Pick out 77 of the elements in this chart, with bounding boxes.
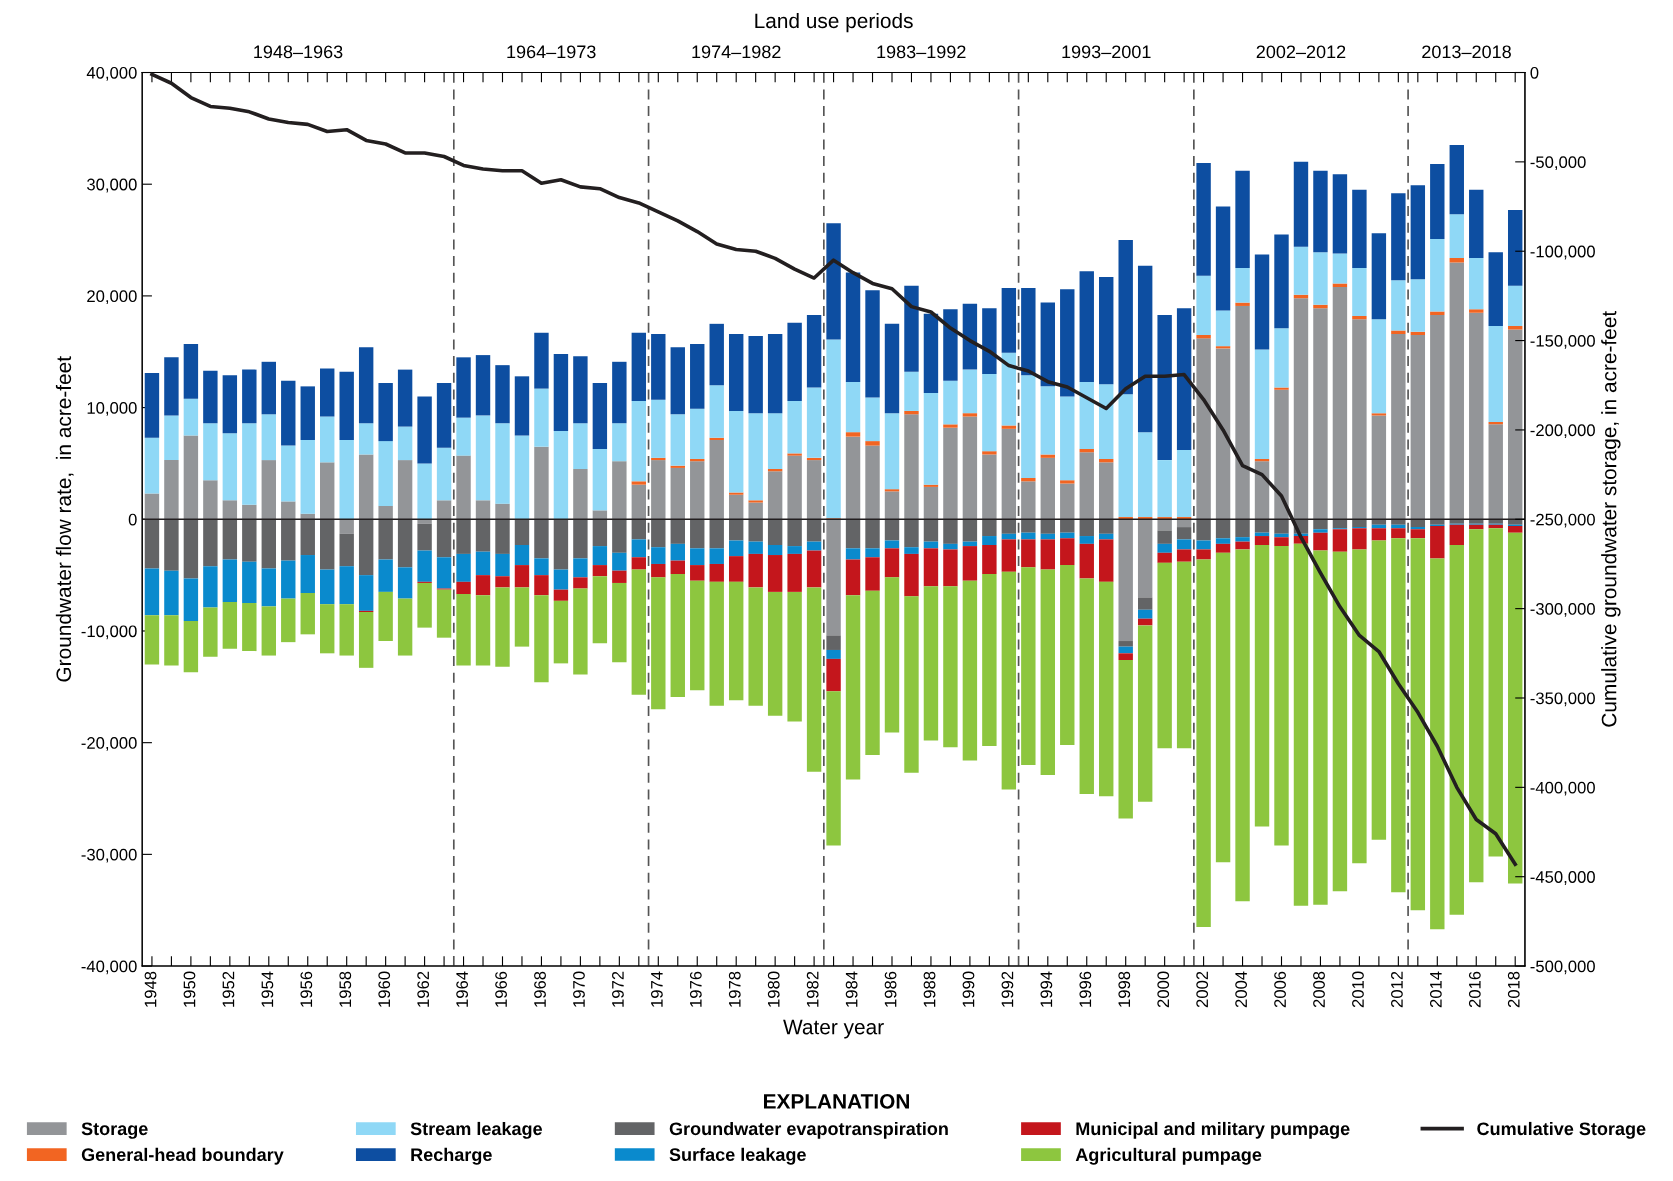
text: 1948–1963 <box>254 45 343 59</box>
y-tick-label: 30,000 <box>87 178 137 193</box>
y2-tick-label: -250,000 <box>1530 513 1595 528</box>
x-tick-label: 1948 <box>144 971 157 1007</box>
text: 2002–2012 <box>1256 45 1346 59</box>
x-tick-label: 1992 <box>1001 971 1014 1007</box>
x-tick-label: 2000 <box>1157 971 1170 1008</box>
x-tick-label: 1950 <box>183 971 196 1007</box>
x-tick-label: 1966 <box>495 971 507 1007</box>
text: 1993–2001 <box>1062 45 1151 59</box>
x-tick-label: 1960 <box>378 971 391 1007</box>
x-tick-label: 1970 <box>573 971 585 1007</box>
y2-tick-label: -400,000 <box>1530 781 1595 796</box>
y2-tick-label: -350,000 <box>1530 692 1595 707</box>
x-tick-label: 1988 <box>923 971 936 1007</box>
x-tick-label: 1984 <box>845 971 858 1007</box>
y-tick-label: 0 <box>128 513 137 526</box>
legend-label: Recharge <box>411 1147 492 1165</box>
y2-tick-label: -200,000 <box>1530 424 1595 439</box>
x-tick-label: 1972 <box>612 971 624 1007</box>
x-tick-label: 2002 <box>1196 971 1209 1008</box>
x-tick-label: 1974 <box>650 971 663 1007</box>
x-tick-label: 1962 <box>417 971 430 1007</box>
x-tick-label: 1954 <box>261 971 274 1007</box>
text: 1964–1973 <box>507 45 596 59</box>
x-tick-label: 1968 <box>534 971 546 1007</box>
legend-label: Stream leakage <box>410 1121 542 1139</box>
legend-label: Surface leakage <box>669 1147 806 1165</box>
y-tick-label: 10,000 <box>87 401 137 416</box>
y-tick-label: -20,000 <box>81 737 137 751</box>
y2-tick-label: -50,000 <box>1530 156 1586 171</box>
legend-title: EXPLANATION <box>764 1094 909 1109</box>
legend-label: Groundwater evapotranspiration <box>669 1121 948 1139</box>
x-tick-label: 1994 <box>1040 971 1053 1007</box>
y-axis-title: Groundwater flow rate, in acre-feet <box>55 356 74 682</box>
x-tick-label: 1952 <box>222 971 235 1007</box>
y-tick-label: -40,000 <box>81 960 137 975</box>
x2-axis-title: Land use periods <box>755 12 913 33</box>
x-tick-label: 2016 <box>1468 971 1481 1008</box>
x-tick-label: 2012 <box>1391 971 1403 1008</box>
x-tick-label: 1998 <box>1118 971 1131 1007</box>
y-tick-label: 40,000 <box>86 66 137 81</box>
x-tick-label: 2010 <box>1352 971 1364 1008</box>
x-tick-label: 2006 <box>1274 971 1286 1008</box>
x-tick-label: 2004 <box>1235 971 1248 1008</box>
legend-label: Storage <box>81 1122 148 1139</box>
y-tick-label: -10,000 <box>81 625 137 640</box>
text: 1983–1992 <box>877 45 966 59</box>
legend-label: Agricultural pumpage <box>1075 1147 1262 1165</box>
y2-tick-label: -300,000 <box>1530 603 1595 617</box>
y2-tick-label: -100,000 <box>1530 245 1595 260</box>
x-tick-label: 1982 <box>806 971 819 1007</box>
y2-tick-label: -150,000 <box>1530 334 1595 349</box>
x-tick-label: 1978 <box>728 971 741 1007</box>
legend-label: Cumulative Storage <box>1477 1121 1646 1139</box>
x-tick-label: 1958 <box>339 971 352 1007</box>
x-tick-label: 2008 <box>1313 971 1325 1008</box>
text: 2013–2018 <box>1422 45 1511 59</box>
x-tick-label: 1986 <box>884 971 897 1007</box>
y2-tick-label: -450,000 <box>1530 871 1595 885</box>
y2-axis-title: Cumulative groundwater storage, in acre-feet <box>1601 310 1621 727</box>
x-tick-label: 1956 <box>300 971 313 1007</box>
x-tick-label: 1996 <box>1079 971 1092 1007</box>
x-tick-label: 1976 <box>689 971 702 1007</box>
x-axis-title: Water year <box>783 1019 884 1039</box>
x-tick-label: 1990 <box>962 971 975 1007</box>
legend-label: General-head boundary <box>81 1147 284 1165</box>
y2-tick-label: -500,000 <box>1530 960 1595 975</box>
x-tick-label: 2014 <box>1429 971 1442 1008</box>
legend-label: Municipal and military pumpage <box>1076 1121 1350 1139</box>
y-tick-label: -30,000 <box>81 848 137 863</box>
x-tick-label: 1964 <box>456 971 469 1007</box>
x-tick-label: 1980 <box>767 971 780 1007</box>
y2-tick-label: 0 <box>1530 66 1539 79</box>
y-tick-label: 20,000 <box>87 290 137 305</box>
x-tick-label: 2018 <box>1507 971 1520 1008</box>
text: 1974–1982 <box>692 45 781 59</box>
